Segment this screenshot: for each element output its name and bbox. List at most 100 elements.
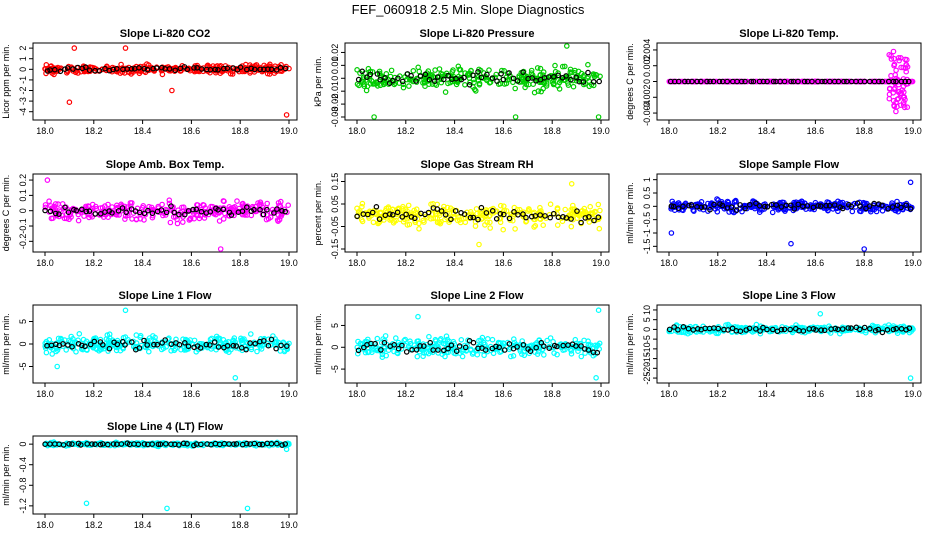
panel-title: Slope Line 2 Flow — [431, 290, 524, 302]
y-axis-label: degrees C per min. — [625, 43, 635, 120]
y-tick-label: 10 — [642, 305, 652, 315]
data-point-black — [411, 215, 418, 222]
y-tick-label: -3 — [18, 97, 28, 105]
data-point — [767, 78, 774, 85]
data-point — [422, 83, 428, 90]
data-point — [500, 226, 507, 233]
data-point — [903, 62, 910, 68]
data-point-black — [489, 75, 496, 82]
data-point-black — [247, 340, 253, 346]
data-point — [675, 329, 681, 335]
data-point-black — [707, 78, 713, 85]
data-point — [373, 79, 380, 85]
y-tick-label: -5 — [18, 362, 28, 370]
data-point — [440, 340, 447, 347]
data-point-black — [282, 208, 289, 215]
x-tick-label: 18.0 — [348, 258, 366, 268]
data-point — [507, 353, 514, 360]
data-point-black — [737, 328, 744, 335]
data-point — [589, 210, 595, 217]
data-point-black — [757, 328, 763, 334]
x-tick-label: 18.0 — [348, 126, 366, 136]
data-point-black — [203, 341, 210, 348]
data-point — [907, 179, 914, 186]
data-point-black — [668, 203, 675, 209]
data-point-black — [193, 206, 200, 213]
data-point-black — [795, 78, 801, 85]
data-point-black — [442, 212, 449, 218]
data-point-black — [781, 78, 788, 85]
data-point-black — [168, 203, 174, 209]
y-tick-label: 0 — [642, 79, 652, 84]
panel-9: Slope Line 3 Flow ml/min per min. 18.0 18.2… — [625, 290, 922, 399]
data-point-black — [520, 211, 526, 217]
data-point-black — [190, 206, 196, 213]
data-point-black — [141, 441, 148, 447]
data-point-black — [230, 342, 237, 349]
data-point — [862, 329, 869, 336]
data-point-black — [122, 342, 128, 348]
data-point-black — [91, 338, 98, 345]
data-point-black — [273, 440, 280, 447]
data-point — [414, 353, 421, 360]
data-point — [71, 45, 78, 51]
data-point — [441, 203, 447, 210]
x-tick-label: 18.0 — [660, 389, 678, 399]
data-point — [167, 219, 174, 226]
data-point-black — [135, 441, 142, 448]
data-point-black — [171, 209, 178, 216]
data-point-black — [498, 71, 504, 77]
data-point-black — [821, 327, 828, 334]
data-point — [897, 54, 904, 61]
y-axis-label: kPa per min. — [313, 56, 323, 107]
data-point-black — [207, 209, 214, 215]
data-point-black — [395, 345, 402, 352]
data-point — [362, 349, 369, 356]
data-point-black — [372, 340, 378, 347]
data-point-black — [470, 214, 477, 221]
data-point-black — [408, 72, 414, 79]
data-point — [544, 337, 550, 344]
data-point — [387, 73, 394, 80]
data-point-black — [804, 203, 811, 209]
x-tick-label: 19.0 — [280, 126, 298, 136]
data-point — [127, 200, 134, 206]
data-point-black — [92, 211, 99, 217]
data-point — [902, 65, 909, 72]
panel-title: Slope Li-820 CO2 — [120, 28, 210, 40]
data-point — [473, 206, 480, 212]
x-tick-label: 19.0 — [904, 258, 922, 268]
data-point-black — [118, 441, 125, 447]
data-point-black — [198, 208, 205, 215]
x-tick-label: 18.8 — [231, 520, 249, 530]
data-point-black — [237, 64, 244, 71]
x-tick-label: 18.4 — [758, 126, 776, 136]
data-point-black — [224, 342, 231, 349]
data-point-black — [158, 207, 165, 213]
data-point-black — [586, 214, 592, 220]
data-point — [479, 334, 486, 341]
data-point-black — [875, 326, 882, 333]
data-point-black — [529, 75, 535, 81]
data-point-black — [489, 208, 496, 214]
data-point-black — [514, 78, 521, 84]
y-tick-label: 5 — [18, 319, 28, 324]
data-point — [518, 351, 525, 357]
x-tick-label: 18.6 — [807, 389, 825, 399]
data-point — [152, 334, 158, 341]
data-point-black — [813, 327, 819, 333]
data-point-black — [271, 210, 277, 216]
data-point-black — [475, 216, 481, 223]
data-point — [99, 204, 106, 211]
data-point — [146, 348, 152, 355]
data-point — [486, 213, 492, 220]
data-point — [467, 209, 474, 215]
data-point-black — [573, 343, 579, 349]
data-point-black — [856, 326, 863, 333]
data-point-black — [698, 204, 705, 211]
data-point-black — [233, 441, 240, 447]
data-point-black — [778, 204, 785, 210]
data-point-black — [197, 345, 204, 351]
y-axis-label: degrees C per min. — [1, 175, 11, 252]
data-point — [213, 211, 219, 218]
